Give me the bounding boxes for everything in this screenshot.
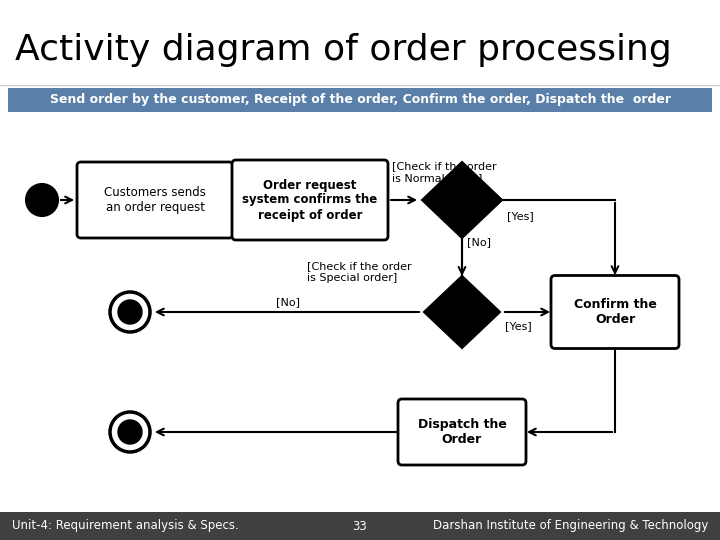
Circle shape (26, 184, 58, 216)
Circle shape (110, 412, 150, 452)
Text: [Yes]: [Yes] (505, 321, 532, 331)
Text: Darshan Institute of Engineering & Technology: Darshan Institute of Engineering & Techn… (433, 519, 708, 532)
Text: Customers sends
an order request: Customers sends an order request (104, 186, 206, 214)
Circle shape (110, 292, 150, 332)
Text: [No]: [No] (276, 297, 300, 307)
Text: Order request
system confirms the
receipt of order: Order request system confirms the receip… (243, 179, 377, 221)
Polygon shape (424, 276, 500, 348)
FancyBboxPatch shape (77, 162, 233, 238)
Polygon shape (422, 162, 502, 238)
Text: Send order by the customer, Receipt of the order, Confirm the order, Dispatch th: Send order by the customer, Receipt of t… (50, 93, 670, 106)
FancyBboxPatch shape (551, 275, 679, 348)
Circle shape (118, 300, 142, 324)
Text: Unit-4: Requirement analysis & Specs.: Unit-4: Requirement analysis & Specs. (12, 519, 239, 532)
Circle shape (118, 420, 142, 444)
Text: Confirm the
Order: Confirm the Order (574, 298, 657, 326)
Text: Activity diagram of order processing: Activity diagram of order processing (15, 33, 672, 67)
FancyBboxPatch shape (8, 88, 712, 112)
Text: [Check if the order
is Special order]: [Check if the order is Special order] (307, 261, 412, 283)
Text: 33: 33 (353, 519, 367, 532)
Text: [Yes]: [Yes] (507, 211, 534, 221)
Text: [Check if the order
is Normal order]: [Check if the order is Normal order] (392, 161, 497, 183)
FancyBboxPatch shape (398, 399, 526, 465)
Text: [No]: [No] (467, 237, 491, 247)
FancyBboxPatch shape (0, 512, 720, 540)
Text: Dispatch the
Order: Dispatch the Order (418, 418, 506, 446)
FancyBboxPatch shape (232, 160, 388, 240)
